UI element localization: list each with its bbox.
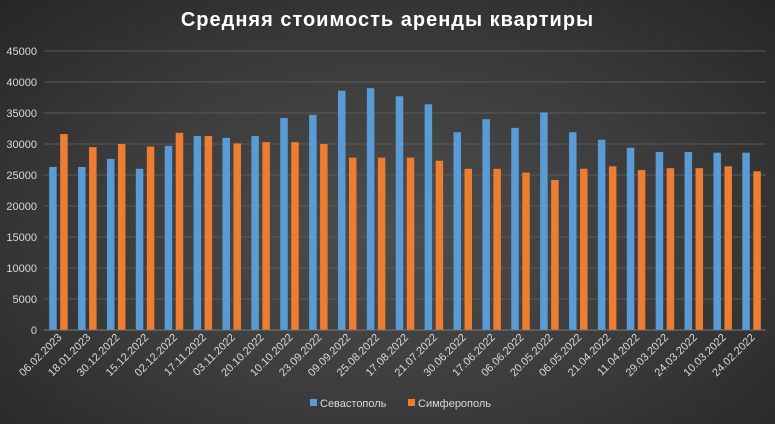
legend-label: Севастополь [320,398,387,410]
legend-swatch [310,399,317,406]
bar-sevastopol [251,135,259,330]
bar-simferopol [262,142,270,330]
bar-simferopol [522,172,530,330]
bar-sevastopol [222,137,230,330]
bar-sevastopol [569,132,577,330]
y-tick-label: 45000 [6,46,37,58]
bar-sevastopol [511,127,519,330]
y-tick-label: 5000 [13,294,37,306]
bar-simferopol [204,135,213,330]
bar-sevastopol [713,152,721,330]
legend-label: Симферополь [418,398,491,410]
bar-simferopol [146,146,155,330]
bar-simferopol [637,170,646,330]
bar-simferopol [464,168,473,330]
y-tick-label: 20000 [6,201,37,213]
y-tick-label: 10000 [6,263,37,275]
bar-sevastopol [135,168,144,330]
bar-sevastopol [655,152,664,330]
y-tick-label: 15000 [6,232,37,244]
bar-sevastopol [540,112,548,330]
bar-simferopol [60,134,68,330]
bar-simferopol [608,166,617,330]
bar-simferopol [493,168,501,330]
bar-simferopol [89,147,97,330]
chart-title: Средняя стоимость аренды квартиры [180,9,595,31]
bar-simferopol [175,132,184,330]
y-tick-label: 30000 [6,139,37,151]
bar-simferopol [320,144,328,330]
bar-simferopol [117,144,126,330]
bar-sevastopol [106,158,115,330]
bar-sevastopol [193,135,202,330]
bar-sevastopol [337,90,346,331]
bar-simferopol [753,171,761,330]
bar-sevastopol [482,119,490,330]
bar-simferopol [666,168,675,330]
bar-sevastopol [49,166,57,330]
bar-sevastopol [684,152,693,330]
bar-sevastopol [280,117,288,331]
bar-simferopol [348,157,357,330]
y-tick-label: 40000 [6,77,37,89]
bar-simferopol [377,157,386,330]
bar-sevastopol [453,132,462,330]
y-tick-label: 35000 [6,108,37,120]
bar-sevastopol [597,139,606,330]
bar-simferopol [291,142,299,330]
legend-swatch [408,399,415,406]
bar-sevastopol [424,104,433,330]
bar-simferopol [435,160,444,330]
bar-sevastopol [366,88,375,330]
bar-simferopol [724,166,732,330]
bar-simferopol [406,157,415,330]
y-tick-label: 25000 [6,170,37,182]
bar-sevastopol [164,145,173,330]
bar-simferopol [551,179,559,330]
bar-sevastopol [78,166,86,330]
y-tick-label: 0 [31,325,37,337]
bar-simferopol [695,168,704,330]
bar-sevastopol [395,96,404,330]
bar-simferopol [233,143,241,330]
bar-sevastopol [742,152,750,330]
bar-simferopol [580,168,588,330]
bar-sevastopol [309,114,317,330]
bar-sevastopol [626,147,635,330]
